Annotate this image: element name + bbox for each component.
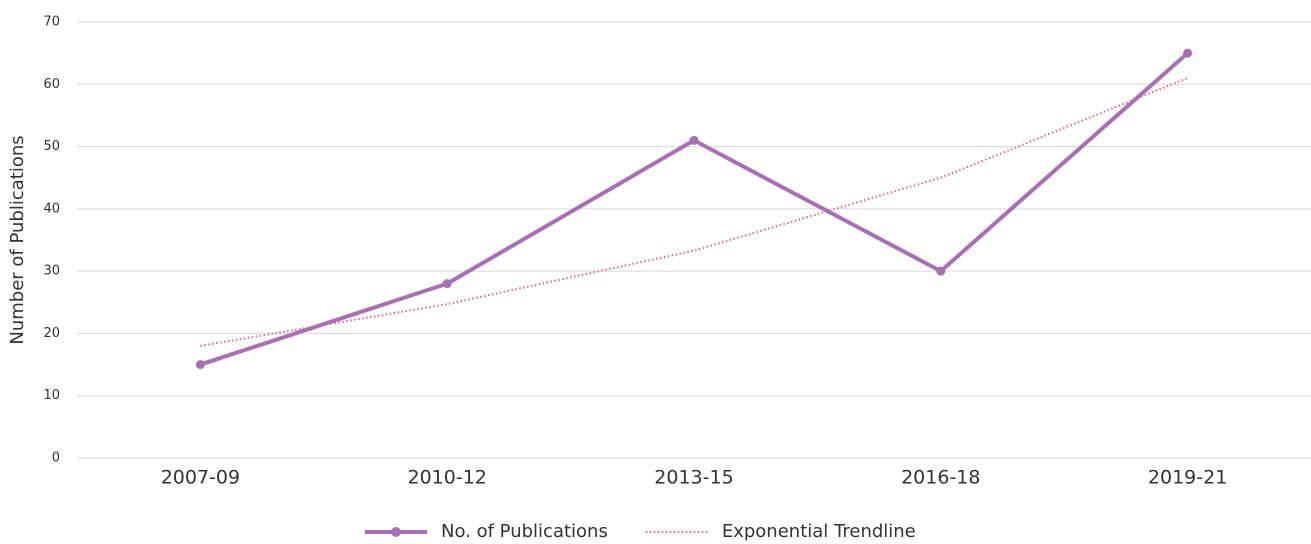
- x-tick-label: 2010-12: [408, 467, 487, 489]
- y-tick-label: 40: [43, 201, 60, 216]
- y-tick-label: 10: [43, 388, 60, 403]
- point: [442, 279, 452, 289]
- legend-marker: [391, 527, 401, 537]
- y-tick-label: 20: [43, 326, 60, 341]
- x-tick-label: 2019-21: [1148, 467, 1227, 489]
- y-tick-label: 60: [43, 77, 60, 92]
- y-axis-label: Number of Publications: [7, 135, 28, 344]
- y-tick-label: 70: [43, 15, 60, 30]
- point: [936, 266, 946, 276]
- point: [1183, 48, 1193, 58]
- series-line: [200, 77, 1188, 347]
- legend-label: No. of Publications: [441, 521, 608, 542]
- y-tick-label: 30: [43, 264, 60, 279]
- x-tick-label: 2007-09: [161, 467, 240, 489]
- y-tick-label: 50: [43, 139, 60, 154]
- y-tick-label: 0: [52, 451, 60, 466]
- point: [195, 360, 205, 370]
- point: [689, 135, 699, 145]
- legend-label: Exponential Trendline: [722, 521, 916, 542]
- x-tick-label: 2013-15: [654, 467, 733, 489]
- x-tick-label: 2016-18: [901, 467, 980, 489]
